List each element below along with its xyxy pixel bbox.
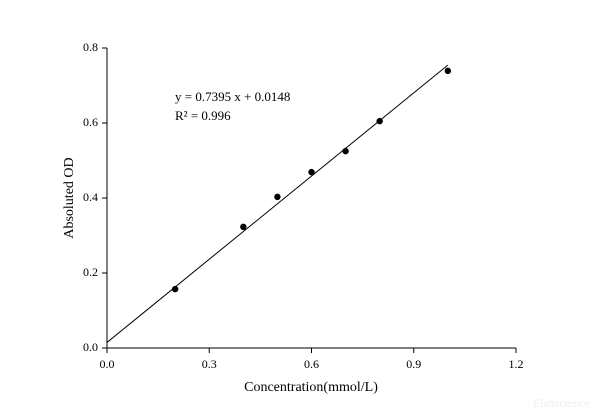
equation: y = 0.7395 x + 0.0148 (175, 89, 290, 104)
data-point (308, 168, 315, 176)
data-point (342, 147, 349, 155)
x-tick-label: 0.9 (406, 357, 421, 371)
data-point (376, 117, 383, 125)
watermark: Elabscience (533, 396, 590, 410)
data-point (171, 285, 179, 293)
x-axis-label: Concentration(mmol/L) (244, 380, 378, 395)
y-axis-label: Absoluted OD (62, 157, 77, 238)
y-tick-label: 0.0 (83, 340, 98, 354)
x-tick-label: 0.0 (100, 357, 115, 371)
y-tick-label: 0.4 (83, 190, 98, 204)
fit-line (106, 64, 449, 343)
x-tick-label: 0.3 (202, 357, 217, 371)
data-point (444, 67, 452, 75)
data-point (274, 193, 281, 201)
data-point (240, 223, 247, 231)
y-tick-label: 0.8 (83, 40, 98, 54)
r-squared: R² = 0.996 (175, 108, 231, 123)
x-tick-label: 1.2 (509, 357, 524, 371)
x-tick-label: 0.6 (304, 357, 319, 371)
y-tick-label: 0.6 (83, 115, 98, 129)
y-tick-label: 0.2 (83, 265, 98, 279)
